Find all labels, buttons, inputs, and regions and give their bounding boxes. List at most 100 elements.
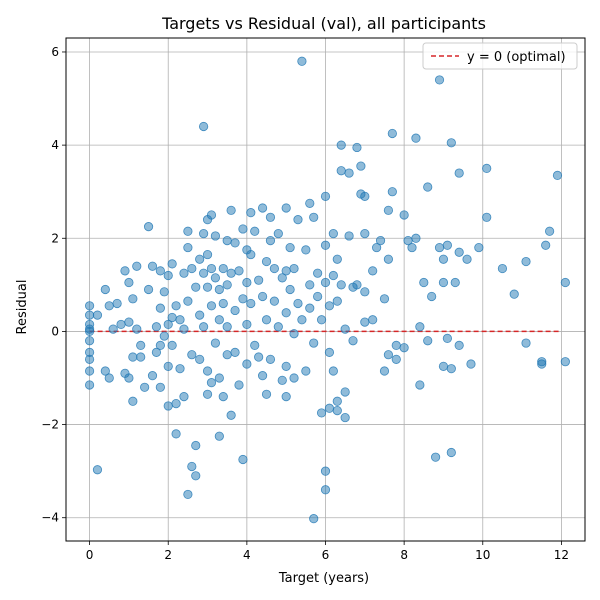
data-point [309,212,319,222]
data-point [242,319,252,330]
data-point [230,347,240,357]
data-point [242,359,252,369]
data-point [92,465,103,475]
data-point [277,375,287,385]
data-point [332,296,342,306]
data-point [163,361,173,371]
data-point [442,240,452,250]
data-point [320,277,331,288]
data-point [305,303,315,313]
data-point [379,294,390,304]
data-point [155,303,165,313]
legend: y = 0 (optimal) [422,42,578,70]
data-point [128,294,138,304]
data-point [383,350,394,360]
data-point [210,273,221,283]
data-point [560,357,570,367]
data-point [411,233,421,243]
data-point [328,270,338,281]
x-tick-label: 0 [86,548,94,562]
data-point [206,210,217,220]
data-point [195,310,205,320]
data-point [124,277,134,288]
data-point [226,410,236,420]
data-point [368,266,378,276]
data-point [140,382,150,392]
data-point [301,366,311,376]
data-point [261,256,272,267]
data-point [226,205,236,215]
data-point [159,331,169,341]
data-point [210,231,221,241]
data-point [136,352,146,362]
data-point [379,366,390,376]
data-point [466,359,476,369]
data-point [560,277,570,288]
data-point [430,452,441,462]
data-point [124,373,134,383]
data-point [222,322,232,332]
data-point [179,268,189,278]
data-point [320,466,331,476]
data-point [128,396,138,406]
data-point [387,187,397,197]
data-point [332,405,342,416]
data-point [246,249,256,260]
data-point [324,403,335,413]
data-point [427,291,437,302]
y-tick-label: 4 [51,138,59,152]
data-point [281,392,291,402]
data-point [250,340,260,350]
data-point [273,229,283,239]
data-point [360,287,370,297]
data-point [454,247,464,257]
data-point [191,440,201,451]
data-point [537,359,547,369]
data-point [265,354,276,364]
data-point [230,305,240,316]
data-point [281,266,291,276]
data-point [222,235,232,246]
data-point [387,128,397,139]
data-point [344,231,354,241]
data-points [84,56,570,524]
data-point [202,249,213,260]
data-point [281,308,291,318]
data-point [399,343,409,353]
data-point [328,366,338,376]
data-point [442,333,452,344]
data-point [246,208,256,218]
data-point [293,298,303,309]
data-point [124,317,134,327]
data-point [340,412,350,423]
x-axis-label: Target (years) [278,571,369,586]
data-point [100,284,110,295]
data-point [234,266,244,276]
data-point [202,282,213,292]
data-point [521,338,531,348]
data-point [222,350,232,360]
data-point [415,322,425,332]
data-point [360,317,370,327]
data-point [195,254,205,264]
data-point [419,277,429,288]
data-point [218,263,228,274]
data-point [238,454,248,465]
data-point [509,289,519,299]
data-point [320,240,331,250]
data-point [360,229,370,239]
y-tick-label: 0 [51,324,59,338]
data-point [214,315,224,325]
data-point [84,310,95,320]
data-point [541,240,551,250]
data-point [206,263,217,274]
x-tick-label: 8 [400,548,408,562]
data-point [254,352,264,362]
data-point [336,280,346,290]
data-point [238,224,248,234]
data-point [552,170,563,180]
data-point [324,347,335,357]
data-point [344,168,354,178]
data-point [332,254,342,264]
data-point [147,261,158,271]
